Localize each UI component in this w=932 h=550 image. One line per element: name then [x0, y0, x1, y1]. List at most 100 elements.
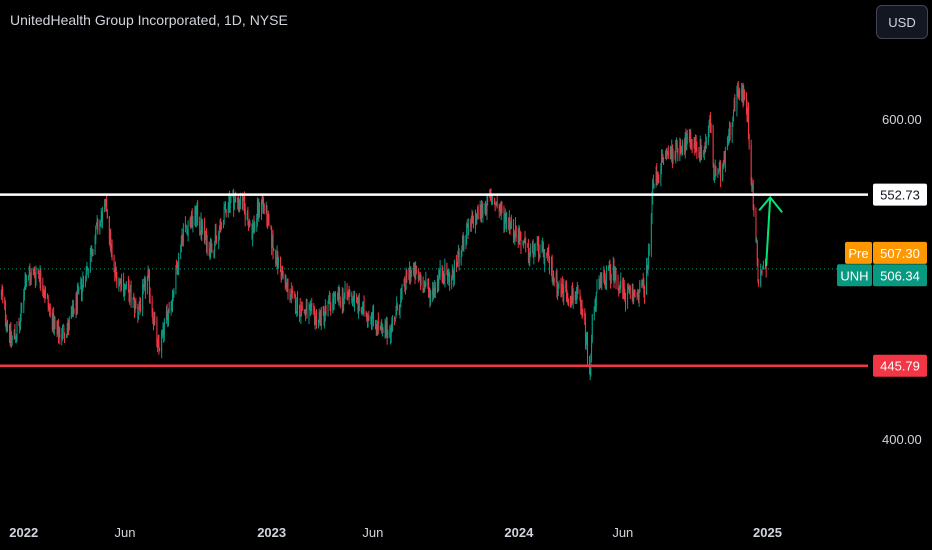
candle — [667, 145, 669, 160]
candle — [660, 162, 662, 187]
candle-body — [157, 340, 159, 344]
candle-body — [213, 250, 215, 252]
candle — [187, 220, 189, 242]
candle-body — [508, 218, 510, 229]
candle-body — [718, 171, 720, 174]
candle-body — [159, 348, 161, 351]
candle-body — [19, 321, 21, 329]
candle-body — [128, 285, 130, 302]
candle-body — [206, 234, 207, 252]
candle-body — [762, 266, 764, 269]
candle — [238, 197, 240, 213]
candle-body — [43, 291, 45, 296]
candle-body — [227, 207, 229, 214]
candle — [18, 317, 20, 326]
candle — [216, 235, 218, 245]
candle-body — [218, 230, 220, 235]
candle — [170, 301, 172, 316]
candle-body — [366, 312, 368, 320]
candle — [172, 289, 174, 313]
candle — [467, 224, 469, 239]
candle — [138, 301, 140, 311]
candle-body — [189, 219, 191, 227]
candle — [85, 265, 87, 282]
candle-body — [757, 265, 759, 278]
candle-body — [176, 268, 178, 275]
candle — [517, 228, 519, 249]
candle — [178, 252, 180, 275]
candle-body — [453, 261, 455, 281]
candle — [557, 283, 559, 296]
candle-body — [471, 216, 473, 222]
candle-body — [699, 153, 701, 156]
candle-body — [476, 215, 478, 223]
candle — [352, 295, 354, 302]
candle — [580, 300, 582, 316]
candle-body — [110, 247, 112, 252]
candle — [452, 267, 454, 277]
candle — [249, 220, 251, 227]
candle — [498, 203, 500, 219]
candle — [710, 122, 712, 134]
candle — [708, 120, 710, 138]
candle — [73, 308, 75, 315]
candle-body — [319, 315, 321, 318]
candle — [356, 296, 358, 304]
candle — [480, 204, 482, 222]
candle-body — [477, 207, 478, 218]
candle — [475, 212, 477, 226]
candle — [261, 193, 263, 214]
candle-body — [66, 327, 68, 333]
candle — [485, 203, 487, 215]
candle — [379, 325, 381, 331]
candle — [151, 295, 153, 317]
candle-body — [332, 298, 334, 310]
candle-body — [631, 289, 633, 294]
candle — [432, 282, 434, 300]
candle-body — [146, 278, 148, 292]
candle-body — [633, 290, 635, 294]
candle — [586, 331, 588, 365]
candle-body — [557, 287, 559, 294]
candle-body — [64, 335, 65, 339]
candle-body — [72, 304, 74, 312]
candle-body — [377, 320, 379, 329]
candle — [248, 218, 250, 228]
candle-body — [360, 308, 362, 313]
candle — [627, 283, 629, 309]
candle — [2, 286, 4, 304]
candle-body — [477, 209, 479, 219]
candle-body — [54, 323, 56, 327]
candle-body — [310, 306, 312, 309]
currency-button[interactable]: USD — [876, 5, 928, 39]
candle-body — [34, 276, 36, 281]
candle — [225, 208, 227, 218]
candle — [396, 296, 398, 316]
candle-body — [254, 222, 256, 231]
candle-body — [26, 281, 27, 286]
candle — [658, 174, 660, 184]
candle-body — [187, 226, 189, 235]
candle — [144, 276, 146, 299]
candle — [652, 174, 654, 189]
candle — [413, 261, 415, 278]
candle-body — [104, 203, 106, 205]
candle-body — [233, 193, 235, 210]
candle — [180, 244, 182, 259]
candle-body — [709, 119, 711, 125]
candle-body — [313, 305, 315, 313]
candle-body — [437, 280, 439, 286]
candle — [732, 116, 734, 127]
candle — [322, 305, 324, 316]
candle — [758, 278, 760, 288]
candle — [375, 319, 377, 336]
candle — [405, 267, 407, 291]
candle-body — [539, 244, 541, 254]
candle — [414, 262, 416, 285]
candle-body — [61, 334, 63, 340]
candle-body — [663, 158, 665, 160]
candle-body — [154, 317, 156, 319]
candle-body — [655, 172, 657, 183]
candle-body — [527, 245, 529, 247]
